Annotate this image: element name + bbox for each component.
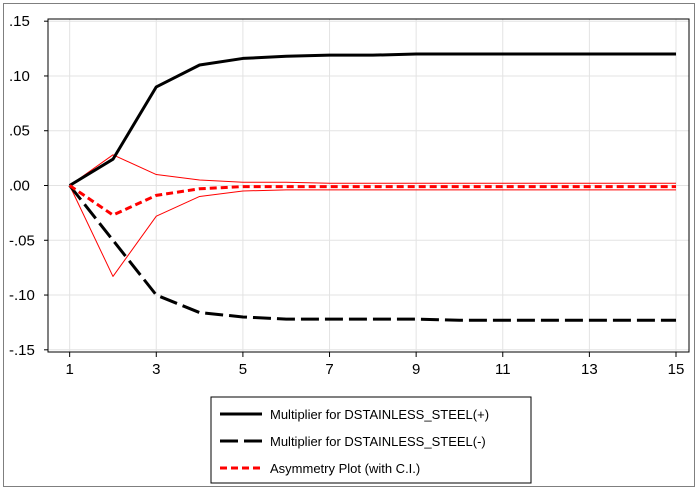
x-tick-label: 15	[668, 361, 685, 378]
x-tick-label: 11	[495, 361, 511, 378]
series-line-0	[68, 52, 677, 187]
y-tick-label: .15	[9, 13, 30, 30]
legend: Multiplier for DSTAINLESS_STEEL(+) Multip…	[210, 396, 532, 484]
series-line-1	[68, 184, 677, 322]
y-tick-label: .10	[9, 68, 30, 85]
y-tick-label: -.05	[9, 232, 35, 249]
legend-label-0: Multiplier for DSTAINLESS_STEEL(+)	[270, 407, 489, 422]
x-axis-ticks: 1 3 5 7 9 11 13 15	[65, 352, 684, 378]
y-axis-ticks: .15 .10 .05 .00 -.05 -.10 -.15	[9, 13, 48, 359]
series-lines	[68, 52, 677, 322]
x-tick-label: 3	[152, 361, 160, 378]
y-tick-label: .00	[9, 178, 30, 195]
x-tick-label: 9	[412, 361, 420, 378]
series-line-3	[69, 154, 677, 186]
series-line-4	[69, 185, 677, 277]
x-tick-label: 7	[325, 361, 333, 378]
y-tick-label: .05	[9, 123, 30, 140]
legend-box	[210, 396, 532, 484]
x-tick-label: 1	[65, 361, 73, 378]
x-tick-label: 5	[239, 361, 247, 378]
y-tick-label: -.10	[9, 287, 35, 304]
series-line-2	[68, 184, 677, 217]
legend-label-1: Multiplier for DSTAINLESS_STEEL(-)	[270, 434, 486, 449]
y-tick-label: -.15	[9, 342, 35, 359]
x-tick-label: 13	[581, 361, 598, 378]
legend-label-2: Asymmetry Plot (with C.I.)	[270, 461, 420, 476]
